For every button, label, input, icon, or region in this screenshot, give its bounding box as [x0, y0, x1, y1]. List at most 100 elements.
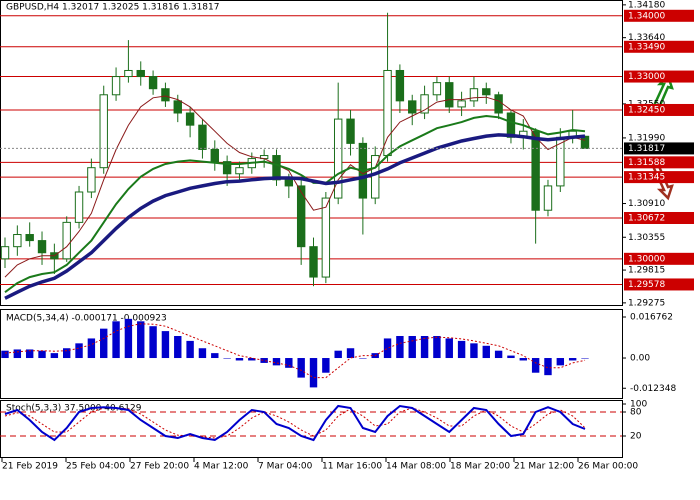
moving-average — [4, 95, 586, 278]
macd-bar — [1, 350, 9, 359]
stoch-signal — [4, 407, 586, 439]
macd-bar — [198, 348, 207, 359]
macd-y-tick-label: 0.00 — [630, 354, 650, 364]
macd-bar — [161, 331, 170, 359]
candle-body — [74, 191, 84, 223]
candle-body — [0, 246, 10, 260]
macd-bar — [25, 349, 34, 359]
candle-body — [222, 161, 232, 175]
macd-bar — [248, 358, 256, 361]
candle-body — [62, 221, 71, 260]
candle-body — [420, 94, 429, 114]
macd-y-tick-label: -0.012348 — [630, 384, 676, 394]
macd-bar — [272, 358, 281, 366]
stoch-frame — [0, 400, 623, 458]
y-tick-label: 1.29275 — [628, 298, 665, 308]
level-label: 1.30000 — [628, 254, 665, 264]
macd-bar — [285, 358, 293, 368]
candle-body — [136, 69, 145, 78]
stoch-main — [4, 404, 586, 442]
macd-bar — [457, 340, 466, 359]
macd-bar — [470, 343, 478, 359]
macd-bar — [211, 353, 219, 359]
level-label-box — [624, 171, 694, 184]
macd-bar — [186, 340, 194, 359]
candle-body — [333, 118, 343, 199]
macd-bar — [519, 358, 527, 361]
macd-bar — [433, 335, 441, 359]
moving-average — [4, 133, 586, 300]
macd-bar — [50, 353, 59, 359]
candle-body — [543, 185, 553, 211]
macd-bar — [494, 350, 503, 359]
candle-body — [25, 234, 34, 242]
candle-body — [531, 130, 540, 211]
candle-body — [432, 82, 442, 96]
candle-body — [111, 76, 121, 96]
x-tick-label: 26 Mar 00:00 — [578, 462, 638, 472]
macd-bar — [297, 358, 305, 378]
macd-bar — [507, 355, 515, 359]
candle-body — [87, 167, 96, 193]
macd-bar — [174, 335, 182, 359]
candle-body — [469, 88, 479, 102]
candle-body — [272, 155, 281, 181]
macd-bar — [38, 350, 46, 359]
macd-bar — [482, 345, 490, 359]
candle-body — [198, 124, 207, 150]
candle-body — [346, 118, 355, 144]
y-tick-label: 1.31990 — [628, 133, 665, 143]
level-label: 1.31345 — [628, 173, 665, 183]
macd-bar — [309, 358, 318, 388]
level-label: 1.32450 — [628, 105, 665, 115]
y-tick-label: 1.30910 — [628, 199, 665, 209]
candle-body — [210, 148, 219, 163]
current-price-label: 1.31817 — [628, 144, 665, 154]
macd-bar — [396, 335, 404, 359]
macd-bar — [260, 358, 268, 363]
candle-body — [235, 167, 244, 175]
candle-body — [13, 234, 22, 248]
level-label-box — [624, 156, 694, 169]
macd-bar — [334, 350, 342, 359]
level-label: 1.29578 — [628, 280, 665, 290]
candle-body — [284, 179, 294, 187]
stoch-y-tick-label: 100 — [630, 400, 647, 410]
level-label: 1.31588 — [628, 158, 665, 168]
candle-body — [173, 100, 182, 114]
macd-signal — [4, 323, 586, 379]
level-label-box — [624, 9, 694, 22]
macd-frame — [0, 309, 623, 399]
main-frame — [0, 0, 623, 306]
candle-body — [148, 76, 158, 90]
macd-bar — [75, 343, 83, 359]
candle-body — [494, 94, 503, 114]
macd-bar — [408, 335, 416, 359]
macd-bar — [531, 358, 540, 373]
stoch-y-tick-label: 20 — [630, 432, 642, 442]
macd-bar — [235, 358, 244, 361]
x-tick-label: 4 Mar 12:00 — [194, 462, 249, 472]
current-price-box — [624, 142, 694, 155]
macd-bar — [124, 318, 133, 359]
macd-bar — [112, 321, 120, 359]
x-tick-label: 7 Mar 04:00 — [258, 462, 313, 472]
candle-body — [371, 155, 380, 199]
candle-body — [321, 197, 331, 278]
x-tick-label: 18 Mar 20:00 — [450, 462, 510, 472]
x-tick-label: 11 Mar 16:00 — [322, 462, 382, 472]
y-tick-label: 1.34180 — [628, 0, 665, 10]
macd-bar — [13, 349, 22, 359]
level-label: 1.30672 — [628, 213, 665, 223]
x-tick-label: 21 Mar 12:00 — [514, 462, 574, 472]
stoch-title: Stoch(5,3,3) 37.5000 40.6129 — [6, 404, 142, 414]
macd-bar — [137, 321, 145, 359]
candle-body — [124, 69, 133, 78]
level-label: 1.33000 — [628, 72, 665, 82]
candle-body — [185, 112, 195, 126]
macd-bar — [445, 338, 453, 359]
x-tick-label: 27 Feb 20:00 — [130, 462, 189, 472]
macd-bar — [63, 348, 71, 359]
candle-body — [457, 100, 466, 108]
